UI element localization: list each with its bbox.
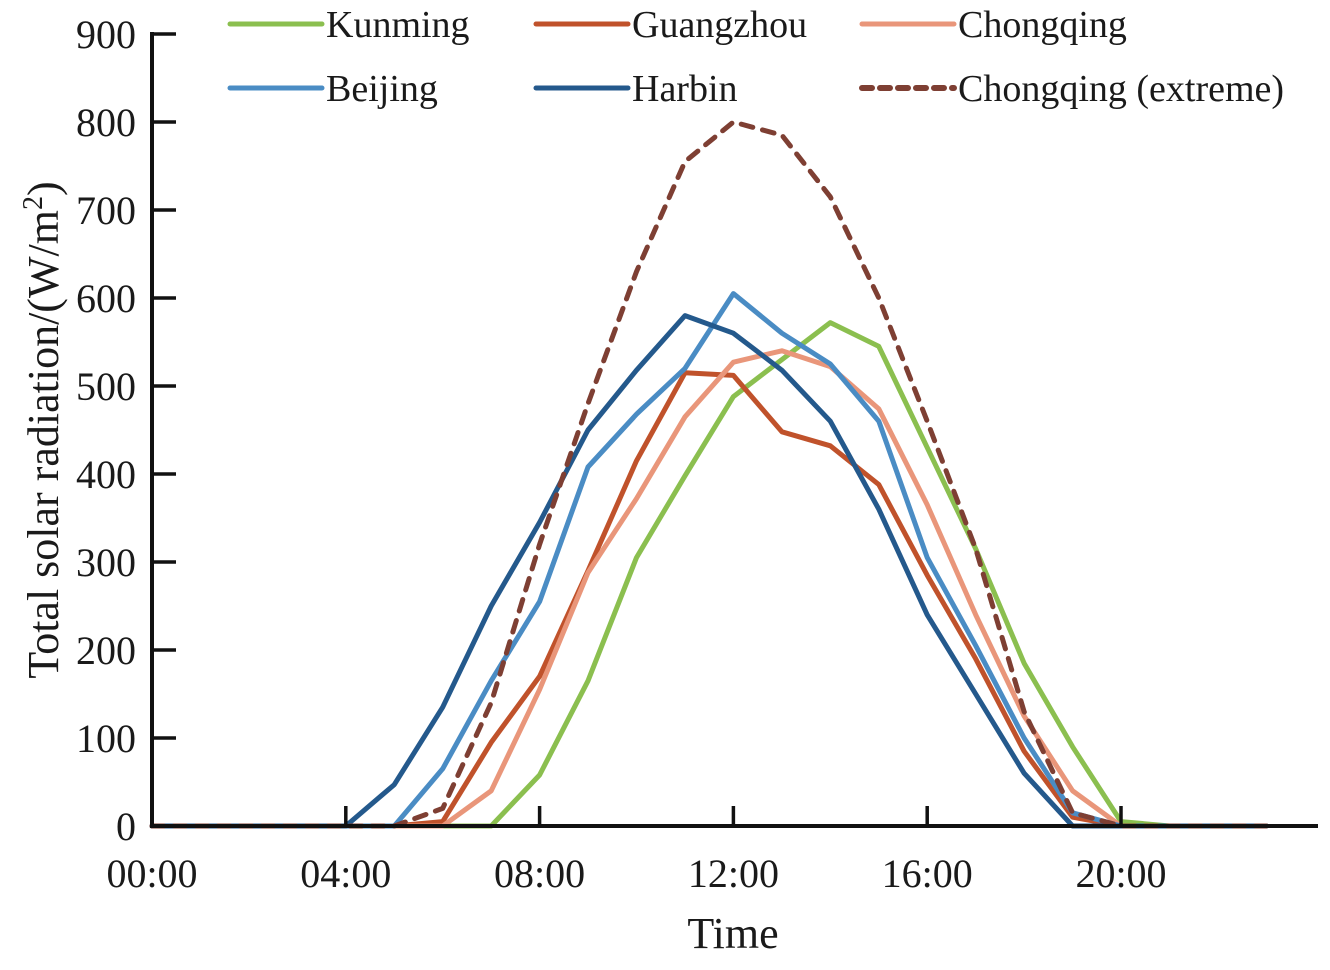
y-ticks: 0 100 200 300 400 500 600 700 800 900 xyxy=(76,12,176,849)
series-line-kunming xyxy=(149,320,1269,829)
y-axis-title: Total solar radiation/(W/m2) xyxy=(18,181,68,678)
y-tick-label: 300 xyxy=(76,540,136,585)
x-tick-label: 00:00 xyxy=(106,851,197,896)
x-tick-label: 08:00 xyxy=(494,851,585,896)
x-ticks: 00:00 04:00 08:00 12:00 16:00 20:00 xyxy=(106,806,1167,896)
y-tick-label: 200 xyxy=(76,628,136,673)
legend-label-beijing: Beijing xyxy=(326,68,438,110)
y-tick-label: 700 xyxy=(76,188,136,233)
legend: Kunming Guangzhou Chongqing Beijing Harbin Ch… xyxy=(227,4,1284,110)
y-tick-label: 100 xyxy=(76,716,136,761)
x-tick-label: 16:00 xyxy=(882,851,973,896)
legend-label-guangzhou: Guangzhou xyxy=(632,4,807,46)
y-tick-label: 500 xyxy=(76,364,136,409)
x-tick-label: 20:00 xyxy=(1075,851,1166,896)
x-axis-title: Time xyxy=(687,909,778,958)
y-tick-label: 800 xyxy=(76,100,136,145)
y-axis-title-main: Total solar radiation/(W/m xyxy=(19,210,68,679)
legend-label-harbin: Harbin xyxy=(632,68,738,110)
legend-label-chongqing: Chongqing xyxy=(958,4,1127,46)
y-axis-title-superscript: 2 xyxy=(18,196,49,210)
series-line-chongqing xyxy=(149,348,1269,829)
legend-label-kunming: Kunming xyxy=(326,4,470,46)
y-axis-title-tail: ) xyxy=(19,181,68,196)
y-tick-label: 600 xyxy=(76,276,136,321)
series-line-chongqing-extreme xyxy=(149,119,1269,829)
series-layer xyxy=(149,119,1269,829)
axes xyxy=(150,32,1318,828)
y-tick-label: 900 xyxy=(76,12,136,57)
x-tick-label: 04:00 xyxy=(300,851,391,896)
x-tick-label: 12:00 xyxy=(688,851,779,896)
y-tick-label: 0 xyxy=(116,804,136,849)
y-tick-label: 400 xyxy=(76,452,136,497)
legend-label-chongqing-extreme: Chongqing (extreme) xyxy=(958,68,1284,110)
